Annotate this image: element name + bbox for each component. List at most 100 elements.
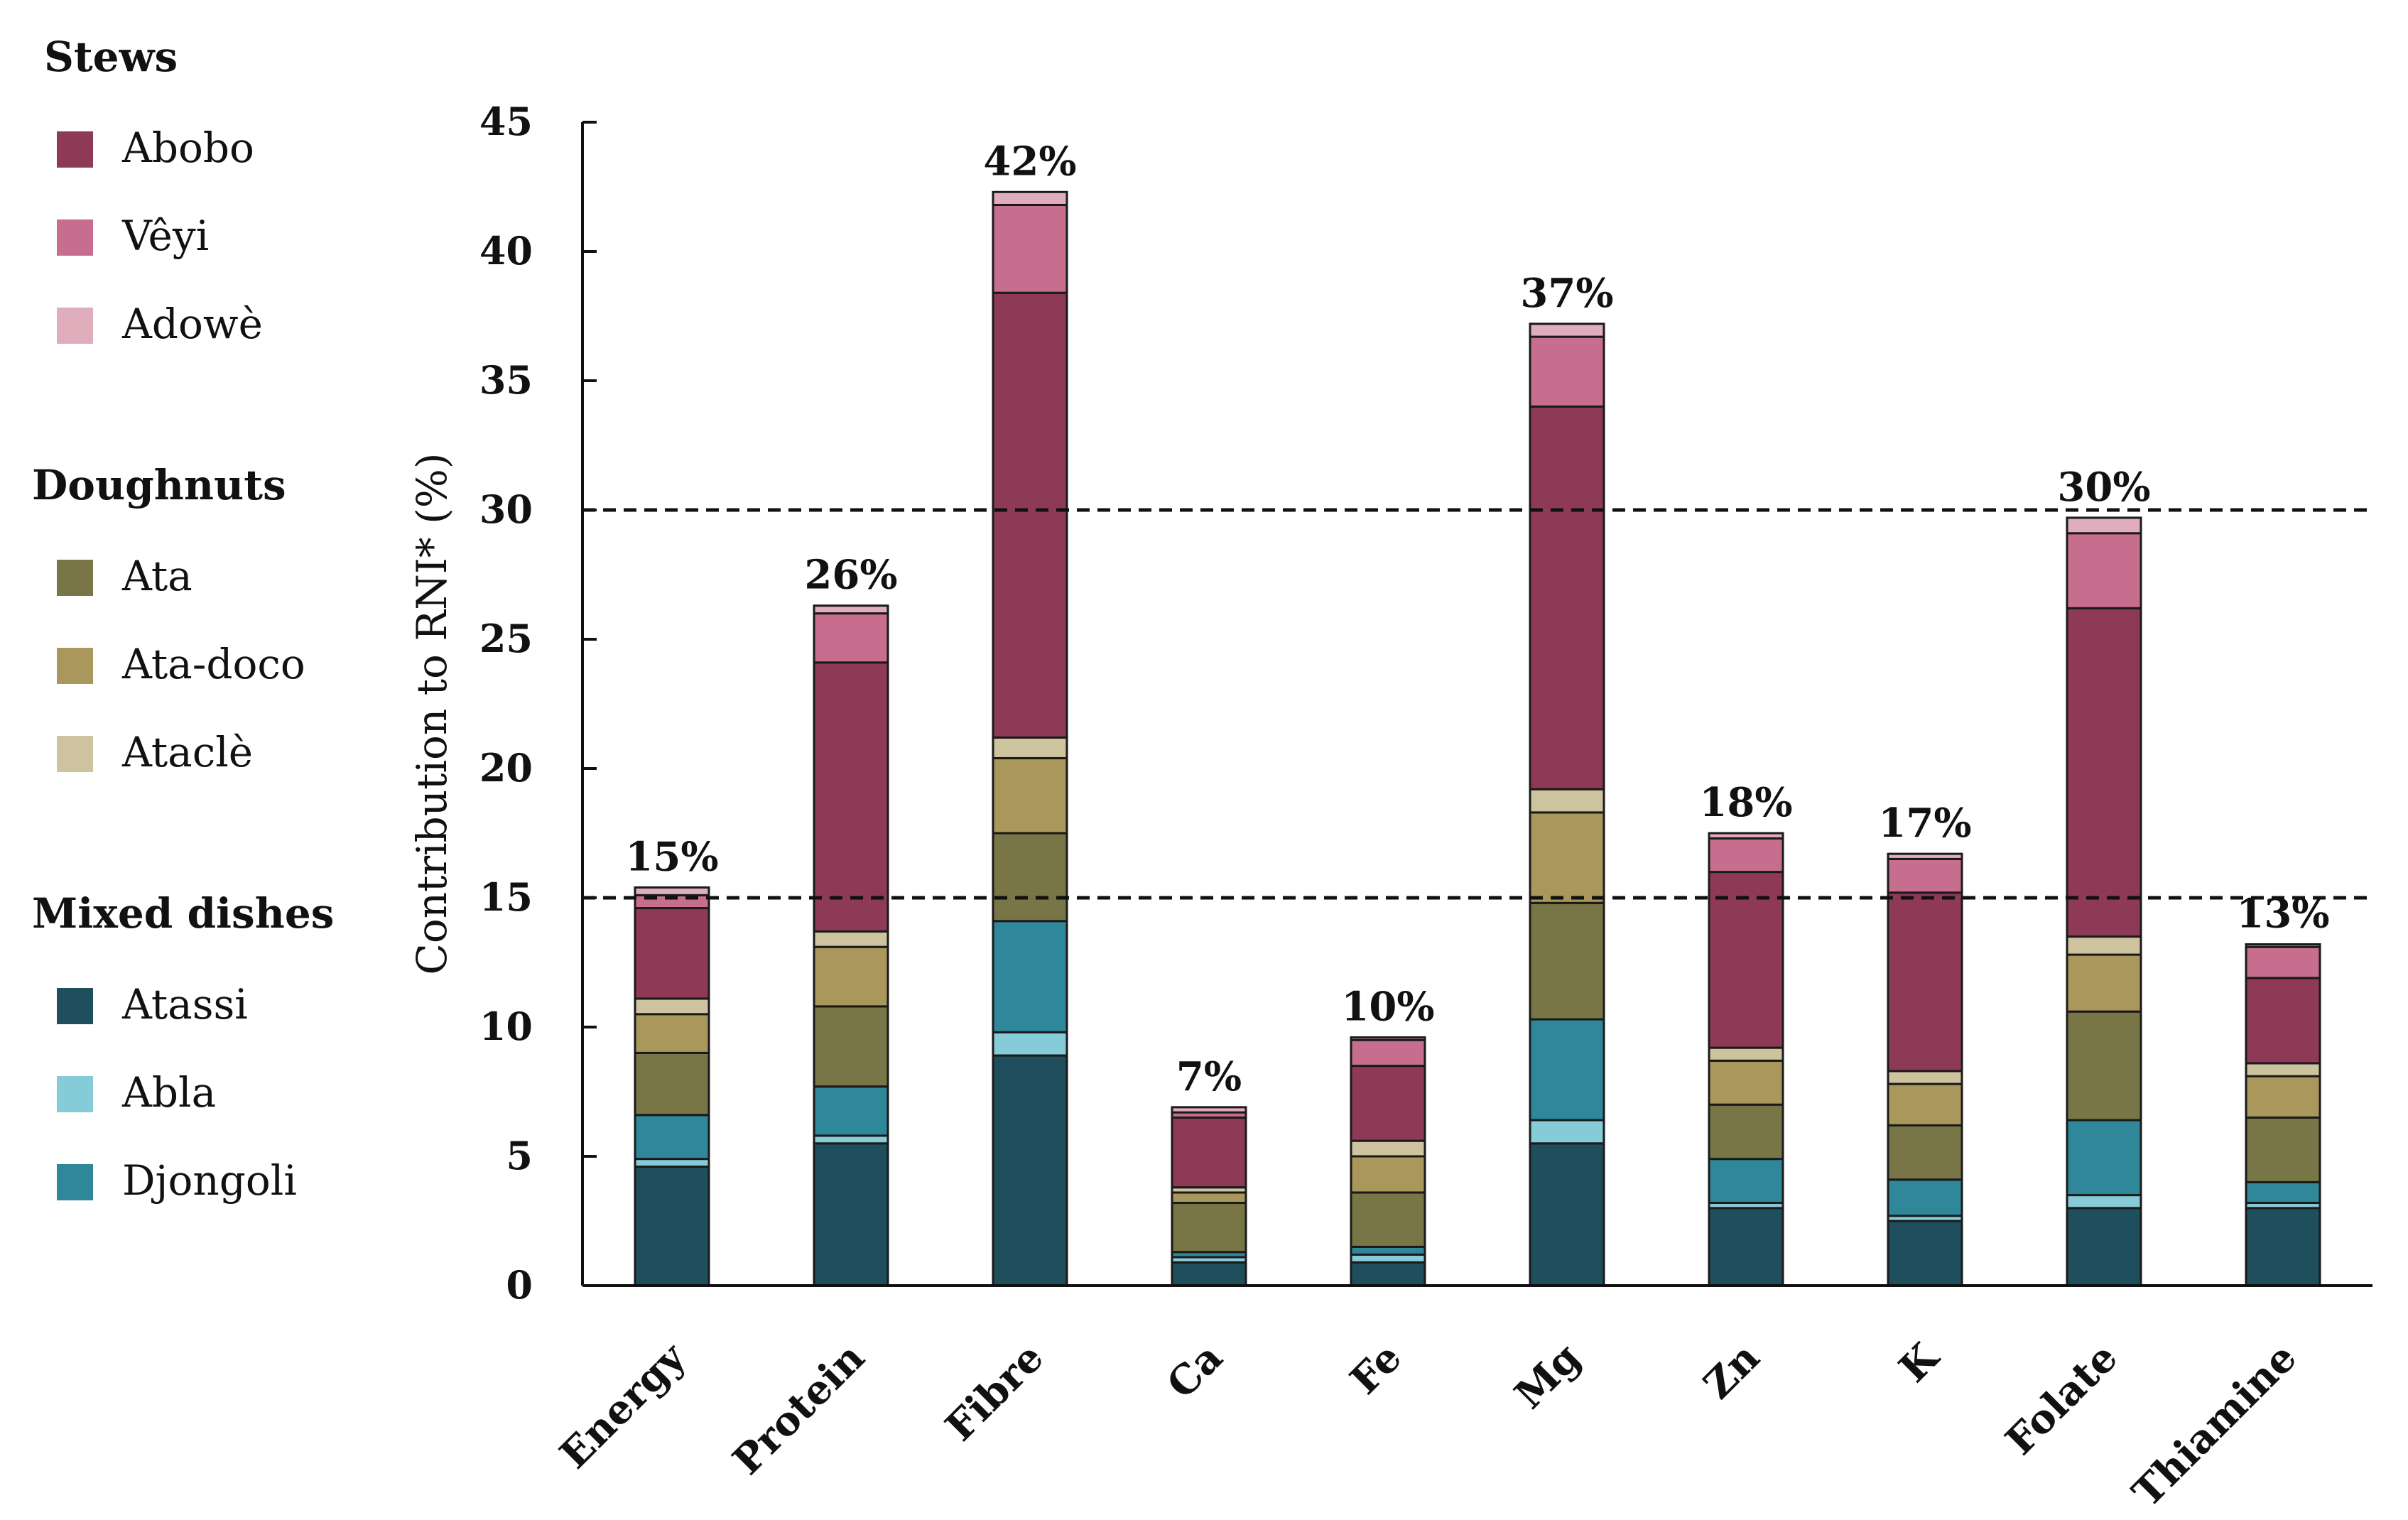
- legend-label-abla: Abla: [121, 1068, 216, 1117]
- bar-segment-ata-fibre: [992, 832, 1068, 923]
- legend-swatch-abla: [57, 1076, 93, 1112]
- bar-stack-folate: [2066, 516, 2142, 1287]
- total-label-ca: 7%: [1176, 1053, 1242, 1100]
- bar-segment-ata-fe: [1350, 1191, 1426, 1248]
- total-label-energy: 15%: [625, 833, 718, 880]
- bar-segment-atassi-ca: [1171, 1261, 1247, 1287]
- reference-lines: [582, 508, 2372, 900]
- bar-segment-adowe-k: [1887, 852, 1963, 860]
- total-label-thiamine: 13%: [2236, 891, 2329, 938]
- bar-segment-abobo-fibre: [992, 291, 1068, 739]
- bar-segment-abobo-protein: [813, 661, 889, 933]
- bar-segment-veyi-mg: [1529, 335, 1605, 408]
- bar-segment-atassi-energy: [634, 1166, 710, 1287]
- total-label-fe: 10%: [1341, 984, 1434, 1031]
- bar-segment-abobo-thiamine: [2245, 977, 2321, 1065]
- bar-stack-mg: [1529, 322, 1605, 1287]
- y-tick-label-15: 15: [479, 874, 533, 920]
- legend-label-ata-doco: Ata-doco: [121, 640, 305, 688]
- legend-label-atacle: Ataclè: [121, 728, 253, 776]
- bar-stacks: [634, 190, 2321, 1287]
- legend-label-ata: Ata: [121, 552, 192, 600]
- bar-segment-abla-protein: [813, 1134, 889, 1145]
- bar-segment-veyi-k: [1887, 857, 1963, 894]
- bar-segment-ata-doco-thiamine: [2245, 1075, 2321, 1119]
- bar-segment-ata-doco-zn: [1708, 1059, 1784, 1106]
- bar-segment-abobo-ca: [1171, 1116, 1247, 1189]
- bar-segment-atacle-fibre: [992, 736, 1068, 759]
- bar-segment-adowe-fe: [1350, 1036, 1426, 1041]
- legend-swatch-veyi: [57, 219, 93, 256]
- bar-segment-atassi-mg: [1529, 1142, 1605, 1287]
- bar-segment-abla-energy: [634, 1158, 710, 1168]
- legend-group-title: Stews: [44, 33, 178, 81]
- legend-group-doughnuts: Doughnuts Ata Ata-doco Ataclè: [32, 461, 305, 776]
- bar-stack-zn: [1708, 832, 1784, 1287]
- bar-segment-abobo-folate: [2066, 607, 2142, 938]
- bar-segment-djongoli-zn: [1708, 1158, 1784, 1205]
- y-tick-label-40: 40: [479, 228, 533, 273]
- bar-segment-atassi-k: [1887, 1220, 1963, 1287]
- axes: [581, 122, 2372, 1287]
- x-label-fe: Fe: [1341, 1334, 1411, 1404]
- y-tick-label-45: 45: [479, 99, 533, 144]
- bar-segment-atassi-fibre: [992, 1054, 1068, 1287]
- y-tick-label-10: 10: [479, 1004, 533, 1049]
- bar-segment-adowe-fibre: [992, 190, 1068, 206]
- bar-stack-protein: [813, 604, 889, 1287]
- bar-segment-atassi-folate: [2066, 1207, 2142, 1287]
- y-axis-title: Contribution to RNI* (%): [408, 452, 456, 975]
- y-tick-label-20: 20: [479, 745, 533, 791]
- x-label-mg: Mg: [1506, 1334, 1590, 1418]
- bar-segment-adowe-protein: [813, 604, 889, 615]
- bar-segment-atassi-thiamine: [2245, 1207, 2321, 1287]
- bar-segment-abobo-fe: [1350, 1065, 1426, 1142]
- bar-segment-ata-doco-protein: [813, 945, 889, 1008]
- bar-stack-fe: [1350, 1036, 1426, 1287]
- x-label-protein: Protein: [724, 1334, 874, 1484]
- bar-segment-abobo-zn: [1708, 871, 1784, 1049]
- legend-swatch-ata: [57, 560, 93, 596]
- bar-segment-abla-fibre: [992, 1031, 1068, 1057]
- bar-segment-atacle-thiamine: [2245, 1062, 2321, 1077]
- bar-segment-ata-k: [1887, 1124, 1963, 1181]
- bar-segment-veyi-folate: [2066, 532, 2142, 609]
- bar-segment-adowe-ca: [1171, 1106, 1247, 1114]
- bar-segment-ata-zn: [1708, 1103, 1784, 1161]
- bar-segment-djongoli-k: [1887, 1178, 1963, 1217]
- bar-segment-adowe-zn: [1708, 832, 1784, 840]
- x-label-zn: Zn: [1695, 1334, 1769, 1408]
- bar-segment-ata-doco-folate: [2066, 953, 2142, 1013]
- bar-segment-ata-doco-fibre: [992, 756, 1068, 835]
- legend: Stews Abobo Vêyi Adowè Doughnuts Ata Ata-doco A…: [32, 33, 334, 1205]
- legend-swatch-djongoli: [57, 1164, 93, 1200]
- bar-segment-ata-mg: [1529, 901, 1605, 1021]
- bar-segment-veyi-fibre: [992, 203, 1068, 294]
- legend-group-stews: Stews Abobo Vêyi Adowè: [44, 33, 263, 348]
- bar-segment-ata-doco-mg: [1529, 811, 1605, 904]
- bar-segment-ata-doco-energy: [634, 1013, 710, 1054]
- bar-segment-djongoli-thiamine: [2245, 1180, 2321, 1205]
- x-label-thiamine: Thiamine: [2123, 1334, 2306, 1516]
- x-label-folate: Folate: [1997, 1334, 2127, 1464]
- bar-stack-thiamine: [2245, 943, 2321, 1287]
- y-tick-label-0: 0: [506, 1262, 533, 1308]
- total-label-folate: 30%: [2057, 464, 2150, 511]
- x-label-fibre: Fibre: [936, 1334, 1053, 1450]
- bar-segment-djongoli-fibre: [992, 920, 1068, 1033]
- legend-group-title: Mixed dishes: [32, 889, 334, 938]
- y-tick-label-25: 25: [479, 616, 533, 661]
- total-label-protein: 26%: [804, 552, 897, 599]
- total-label-fibre: 42%: [983, 138, 1076, 185]
- x-label-ca: Ca: [1158, 1334, 1232, 1408]
- bar-segment-adowe-mg: [1529, 322, 1605, 338]
- total-label-mg: 37%: [1520, 270, 1613, 317]
- bar-segment-veyi-zn: [1708, 837, 1784, 874]
- legend-swatch-atacle: [57, 736, 93, 772]
- plot-area: 0 5 10 15 20 25 30 35 40 45 Energy Protein Fibre Ca F…: [479, 99, 2372, 1516]
- bar-segment-ata-protein: [813, 1005, 889, 1088]
- legend-swatch-adowe: [57, 308, 93, 344]
- legend-label-veyi: Vêyi: [121, 212, 209, 260]
- bar-segment-ata-thiamine: [2245, 1116, 2321, 1183]
- bar-stack-k: [1887, 852, 1963, 1287]
